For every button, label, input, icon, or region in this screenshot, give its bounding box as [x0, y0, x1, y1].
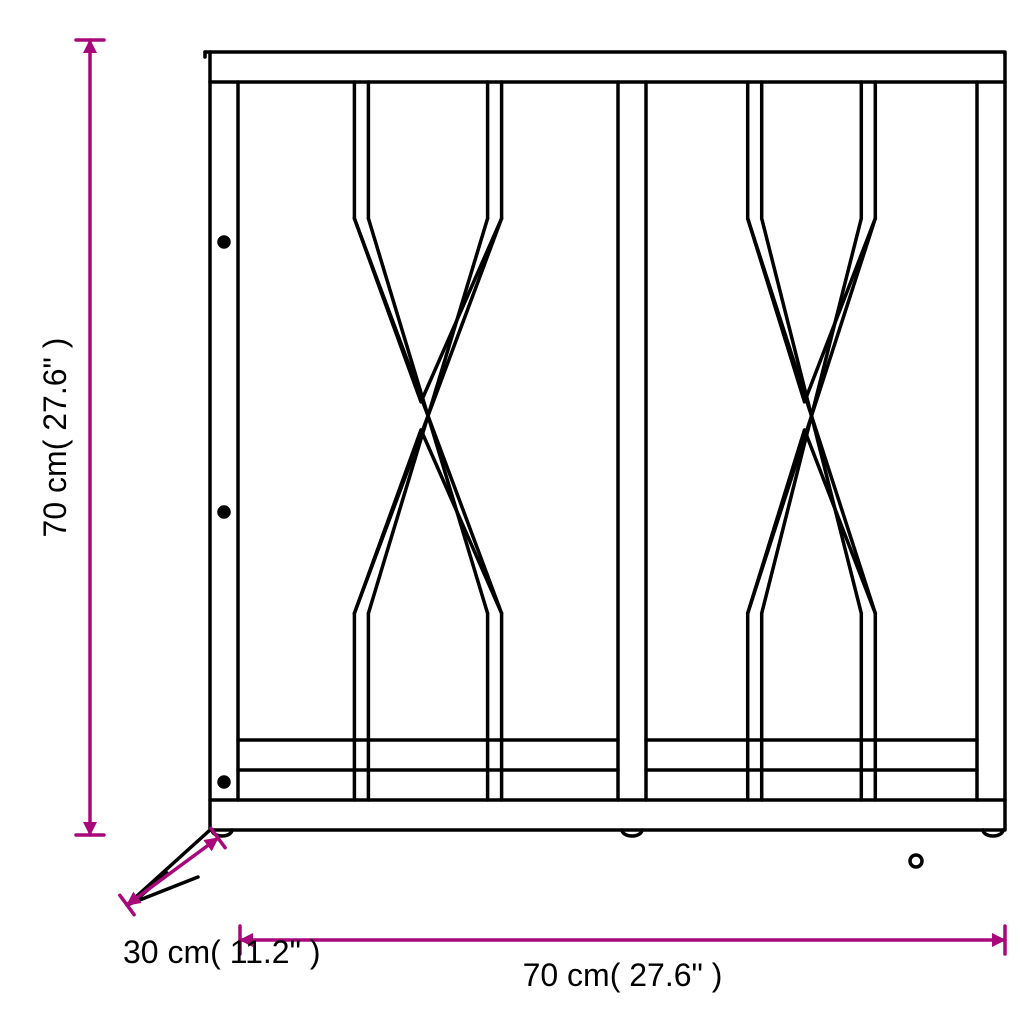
depth-label: 30 cm( 11.2" ) — [123, 934, 321, 970]
height-label: 70 cm( 27.6" ) — [37, 338, 73, 538]
width-label: 70 cm( 27.6" ) — [523, 957, 723, 993]
